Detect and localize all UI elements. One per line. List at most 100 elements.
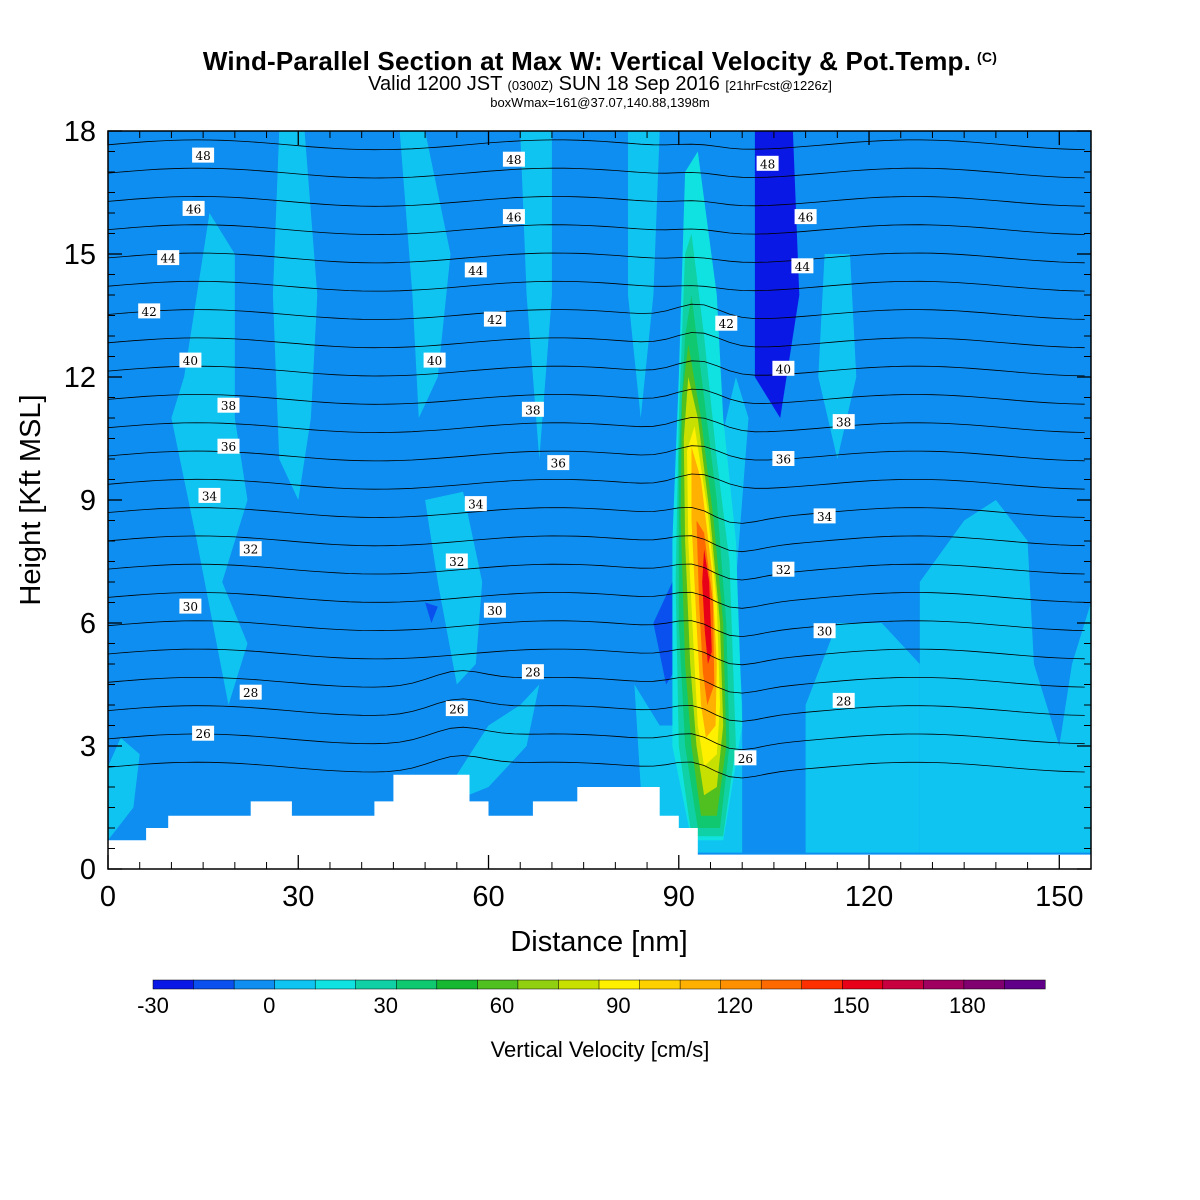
isentrope-label-text: 40 [183, 354, 198, 368]
colorbar-tick-label: 180 [949, 993, 986, 1018]
isentrope-label: 38 [217, 397, 240, 413]
isentrope-label: 26 [445, 701, 468, 717]
colorbar-swatch [314, 979, 357, 990]
isentrope-label-text: 34 [817, 510, 833, 524]
isentrope-line [108, 139, 1085, 151]
isentrope-label: 26 [734, 750, 757, 766]
isentrope-label: 48 [756, 155, 779, 171]
colorbar-swatch [760, 979, 803, 990]
colorbar-label: Vertical Velocity [cm/s] [491, 1037, 710, 1062]
isentrope-line [108, 445, 1085, 462]
isentrope-line [108, 591, 1085, 609]
y-tick-label: 3 [80, 731, 96, 763]
isentrope-label-text: 34 [202, 489, 218, 503]
isentrope-label: 44 [464, 262, 487, 278]
isentrope-label-text: 28 [243, 686, 258, 700]
isentrope-line [108, 416, 1085, 434]
colorbar-swatch [152, 979, 195, 990]
isentrope-line [108, 224, 1085, 236]
velocity-region-light-cyan-9 [330, 684, 540, 820]
isentrope-label-text: 26 [738, 752, 753, 766]
chart-title: Wind-Parallel Section at Max W: Vertical… [0, 42, 1200, 76]
x-tick-label: 60 [472, 881, 504, 913]
plot-area [108, 83, 1091, 869]
isentrope-label-text: 40 [427, 354, 442, 368]
colorbar-swatch [233, 979, 276, 990]
isentrope-label-text: 46 [798, 211, 813, 225]
isentrope-line [108, 360, 1085, 377]
isentrope-line [108, 535, 1085, 553]
isentrope-label: 40 [772, 360, 795, 376]
y-tick-label: 0 [80, 854, 96, 886]
isentrope-line [108, 698, 1085, 722]
isentrope-label: 28 [521, 664, 544, 680]
isentrope-label-text: 48 [506, 153, 521, 167]
isentrope-label-text: 48 [760, 157, 775, 171]
isentrope-label: 48 [502, 151, 525, 167]
x-tick-label: 90 [663, 881, 695, 913]
valid-time-label: Valid 1200 JST [368, 73, 502, 95]
x-tick-label: 120 [845, 881, 893, 913]
forecast-label: [21hrFcst@1226z] [725, 78, 832, 93]
velocity-region-light-cyan-5 [628, 131, 660, 418]
isentrope-line [108, 280, 1085, 292]
isentrope-label-text: 38 [525, 403, 540, 417]
isentrope-label-text: 30 [487, 604, 502, 618]
isentrope-line [108, 332, 1085, 349]
colorbar: -30 0 30 60 90 120 150 180 [137, 979, 1046, 1018]
velocity-region-light-cyan-8 [805, 623, 920, 853]
y-axis-label: Height [Kft MSL] [15, 394, 47, 605]
isentrope-label: 38 [832, 414, 855, 430]
isentrope-lines [108, 83, 1085, 779]
colorbar-swatch [720, 979, 762, 990]
isentrope-line [108, 670, 1085, 694]
title-block: Wind-Parallel Section at Max W: Vertical… [0, 42, 1200, 110]
y-tick-label: 9 [80, 485, 96, 517]
isentrope-label: 42 [483, 311, 506, 327]
colorbar-tick-label: 90 [606, 993, 630, 1018]
isentrope-label-text: 44 [468, 264, 484, 278]
chart-title-text: Wind-Parallel Section at Max W: Vertical… [202, 46, 972, 76]
isentrope-line [108, 726, 1085, 751]
isentrope-label-text: 36 [776, 453, 791, 467]
isentrope-label: 32 [445, 553, 468, 569]
isentrope-label-text: 32 [243, 543, 258, 557]
colorbar-swatch [517, 979, 559, 990]
isentrope-line [108, 755, 1085, 779]
isentrope-label: 32 [772, 561, 795, 577]
colorbar-swatch [436, 979, 478, 990]
box-wmax-info: boxWmax=161@37.07,140.88,1398m [490, 95, 710, 110]
isentrope-label: 32 [239, 541, 262, 557]
isentrope-label-text: 32 [449, 555, 464, 569]
y-tick-label: 18 [64, 116, 96, 148]
isentrope-label: 48 [192, 147, 215, 163]
velocity-region-light-cyan-2 [399, 131, 451, 418]
velocity-region-up-160-23 [702, 549, 712, 664]
y-tick-label: 15 [64, 239, 96, 271]
velocity-region-light-cyan-3 [425, 491, 483, 685]
colorbar-swatch [274, 979, 316, 990]
isentrope-line [108, 83, 1085, 93]
valid-date-label: SUN 18 Sep 2016 [558, 73, 720, 95]
isentrope-label-text: 44 [795, 260, 811, 274]
velocity-region-down-14 [425, 602, 438, 623]
isentrope-label: 30 [483, 602, 506, 618]
isentrope-label: 40 [423, 352, 446, 368]
isentrope-label: 44 [791, 258, 814, 274]
isentrope-label: 46 [182, 200, 205, 216]
colorbar-swatch [882, 979, 924, 990]
isentrope-label: 34 [813, 508, 836, 524]
isentrope-label: 30 [813, 623, 836, 639]
isentrope-line [108, 506, 1085, 524]
isentrope-label-text: 26 [195, 727, 210, 741]
isentrope-label-text: 38 [836, 416, 851, 430]
isentrope-label: 46 [794, 209, 817, 225]
colorbar-swatch [396, 979, 438, 990]
isentrope-label-text: 34 [468, 498, 484, 512]
isentrope-label: 36 [217, 438, 240, 454]
colorbar-swatch [193, 979, 235, 990]
isentrope-label-text: 48 [195, 149, 210, 163]
isentrope-label-text: 36 [551, 457, 566, 471]
